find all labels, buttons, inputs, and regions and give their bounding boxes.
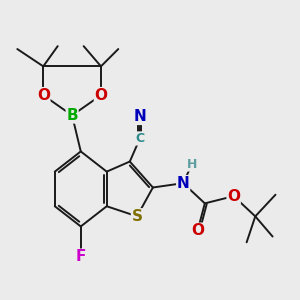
Text: H: H: [187, 158, 197, 171]
Text: S: S: [131, 209, 142, 224]
Text: B: B: [66, 108, 78, 123]
Text: C: C: [135, 132, 145, 145]
Text: O: O: [191, 223, 204, 238]
Text: O: O: [94, 88, 107, 103]
Text: N: N: [177, 176, 190, 191]
Text: O: O: [37, 88, 50, 103]
Text: N: N: [134, 109, 146, 124]
Text: O: O: [227, 189, 240, 204]
Text: F: F: [76, 249, 86, 264]
